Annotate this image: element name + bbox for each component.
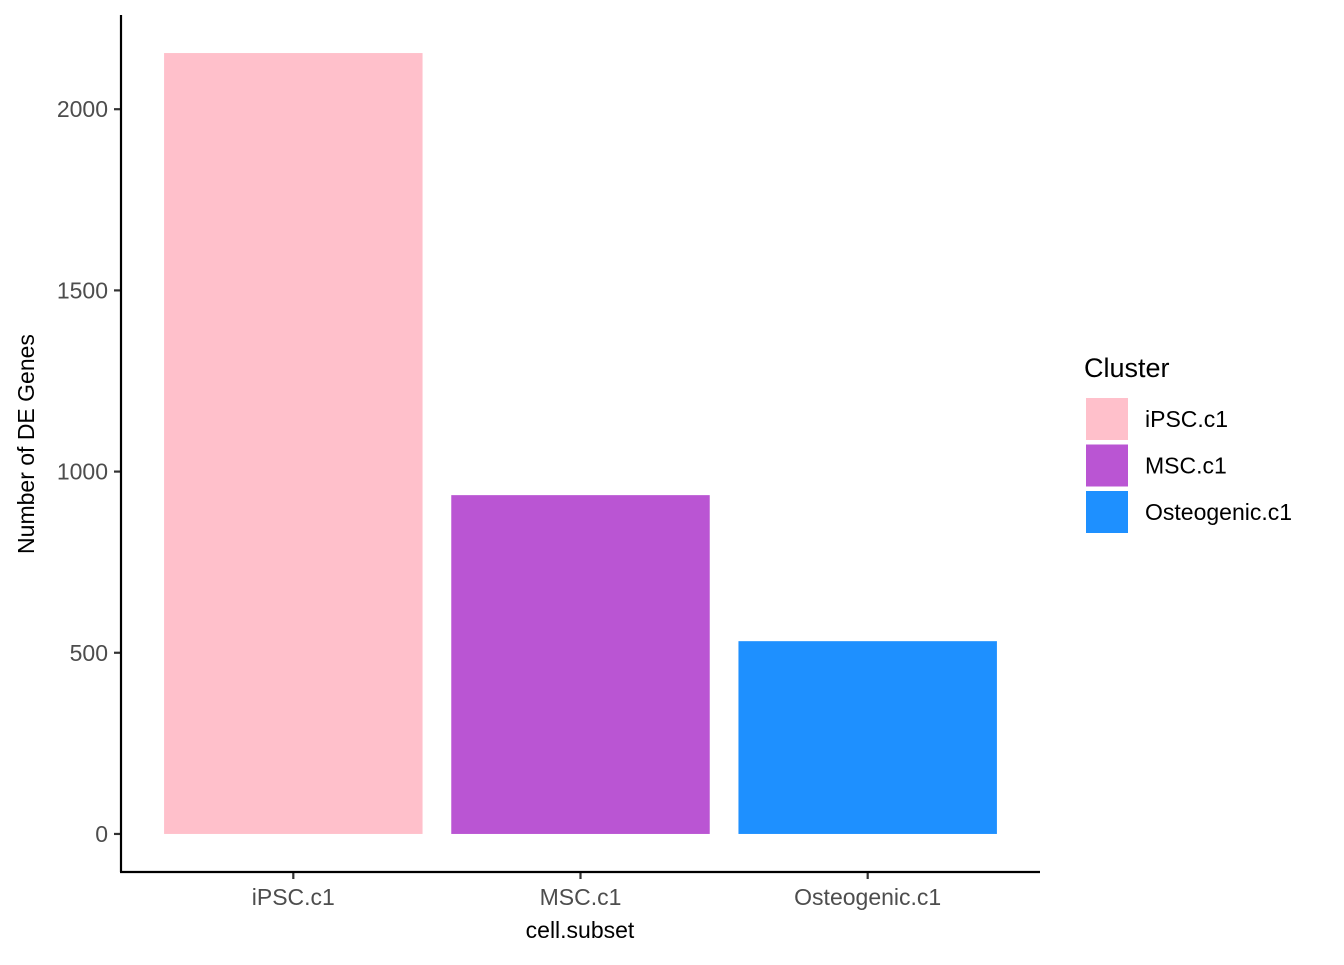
y-axis-title: Number of DE Genes (13, 334, 39, 554)
y-tick-label: 1000 (57, 459, 108, 485)
legend-label: iPSC.c1 (1145, 406, 1228, 432)
y-tick-label: 2000 (57, 96, 108, 122)
x-axis-title: cell.subset (526, 917, 635, 943)
x-tick-label: Osteogenic.c1 (794, 884, 941, 910)
legend-title: Cluster (1084, 353, 1170, 383)
bar-ipsc-c1 (164, 53, 423, 834)
legend: Cluster iPSC.c1 MSC.c1 Osteogenic.c1 (1084, 353, 1292, 533)
legend-key-msc-c1 (1086, 444, 1128, 487)
y-tick-label: 1500 (57, 277, 108, 303)
legend-key-osteogenic-c1 (1086, 491, 1128, 533)
legend-items: iPSC.c1 MSC.c1 Osteogenic.c1 (1086, 398, 1292, 533)
legend-label: Osteogenic.c1 (1145, 499, 1292, 525)
bar-osteogenic-c1 (738, 641, 997, 834)
legend-key-ipsc-c1 (1086, 398, 1128, 440)
x-axis-ticks: iPSC.c1 MSC.c1 Osteogenic.c1 (252, 872, 941, 910)
bar-msc-c1 (451, 495, 710, 834)
legend-label: MSC.c1 (1145, 453, 1227, 479)
y-tick-label: 500 (70, 640, 108, 666)
x-tick-label: iPSC.c1 (252, 884, 335, 910)
x-tick-label: MSC.c1 (540, 884, 622, 910)
bars-group (164, 53, 997, 834)
y-axis-ticks: 0 500 1000 1500 2000 (57, 96, 121, 847)
y-tick-label: 0 (95, 821, 108, 847)
